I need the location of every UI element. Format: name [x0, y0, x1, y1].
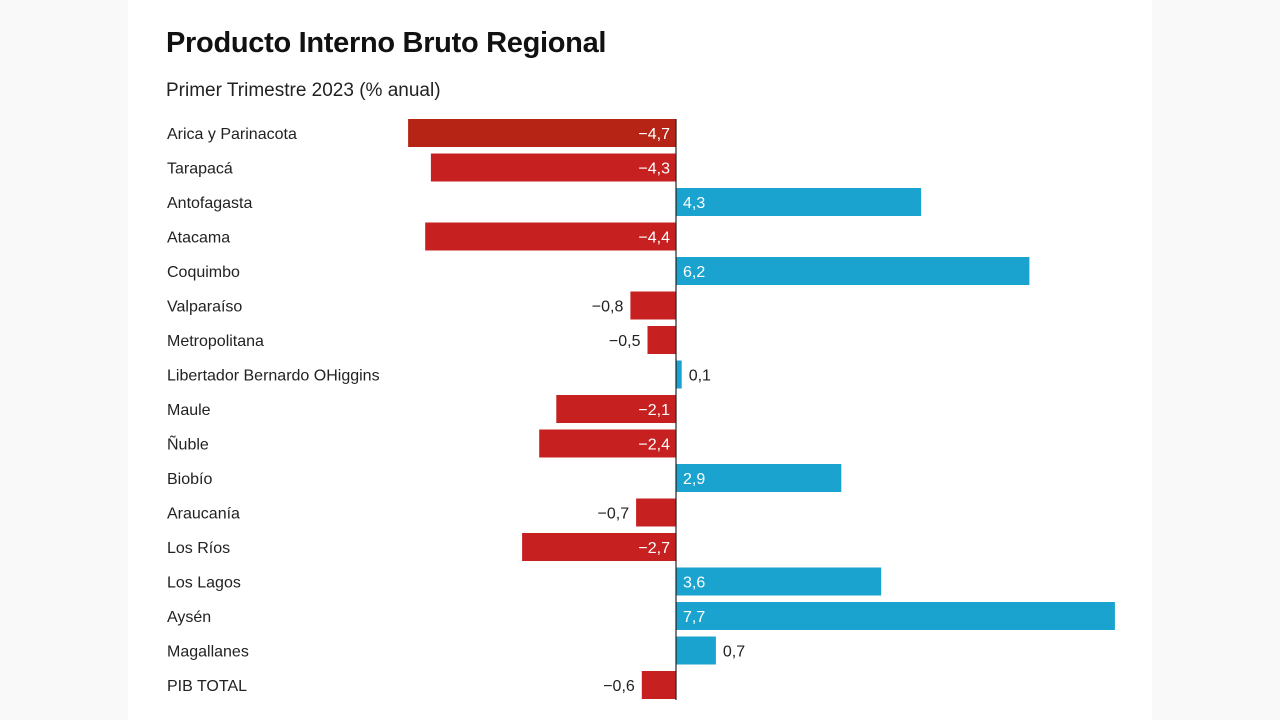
value-label: −4,4 [638, 230, 670, 247]
value-label: −0,8 [592, 299, 624, 316]
bar [539, 429, 676, 458]
category-label: Libertador Bernardo OHiggins [167, 368, 380, 385]
bar [636, 498, 676, 527]
category-label: Maule [167, 402, 211, 419]
category-label: Aysén [167, 609, 211, 626]
category-label: Coquimbo [167, 264, 240, 281]
value-label: 2,9 [683, 471, 705, 488]
value-label: 0,7 [723, 644, 745, 661]
bar [647, 326, 676, 354]
bar [676, 188, 922, 216]
bar [641, 671, 676, 699]
bar [676, 257, 1030, 285]
category-label: Biobío [167, 471, 212, 488]
bar [676, 636, 716, 665]
bar [676, 464, 842, 492]
category-label: Los Lagos [167, 575, 241, 592]
value-label: 6,2 [683, 264, 705, 281]
value-label: −0,7 [598, 506, 630, 523]
chart-subtitle: Primer Trimestre 2023 (% anual) [166, 80, 441, 101]
value-label: −0,5 [609, 333, 641, 350]
bar [630, 291, 676, 320]
value-label: −2,1 [638, 402, 670, 419]
category-label: Metropolitana [167, 333, 264, 350]
bar [556, 395, 676, 423]
category-label: Tarapacá [167, 161, 233, 178]
value-label: 0,1 [689, 368, 711, 385]
value-label: −4,3 [638, 161, 670, 178]
category-label: Araucanía [167, 506, 240, 523]
category-label: Magallanes [167, 644, 249, 661]
bar [430, 153, 676, 182]
value-label: −0,6 [603, 678, 635, 695]
value-label: −2,7 [638, 540, 670, 557]
bar [522, 533, 676, 561]
value-label: −2,4 [638, 437, 670, 454]
bar [425, 222, 676, 251]
value-label: 4,3 [683, 195, 705, 212]
bar [676, 360, 682, 389]
bar [676, 567, 882, 596]
category-label: Ñuble [167, 434, 209, 454]
category-label: Los Ríos [167, 540, 230, 557]
bar [676, 602, 1115, 630]
value-label: 7,7 [683, 609, 705, 626]
category-label: PIB TOTAL [167, 678, 247, 695]
category-label: Antofagasta [167, 195, 253, 212]
value-label: 3,6 [683, 575, 705, 592]
chart-title: Producto Interno Bruto Regional [166, 27, 607, 59]
value-label: −4,7 [638, 126, 670, 143]
category-label: Arica y Parinacota [167, 126, 297, 143]
bar [408, 119, 676, 147]
category-label: Atacama [167, 230, 230, 247]
category-label: Valparaíso [167, 299, 242, 316]
